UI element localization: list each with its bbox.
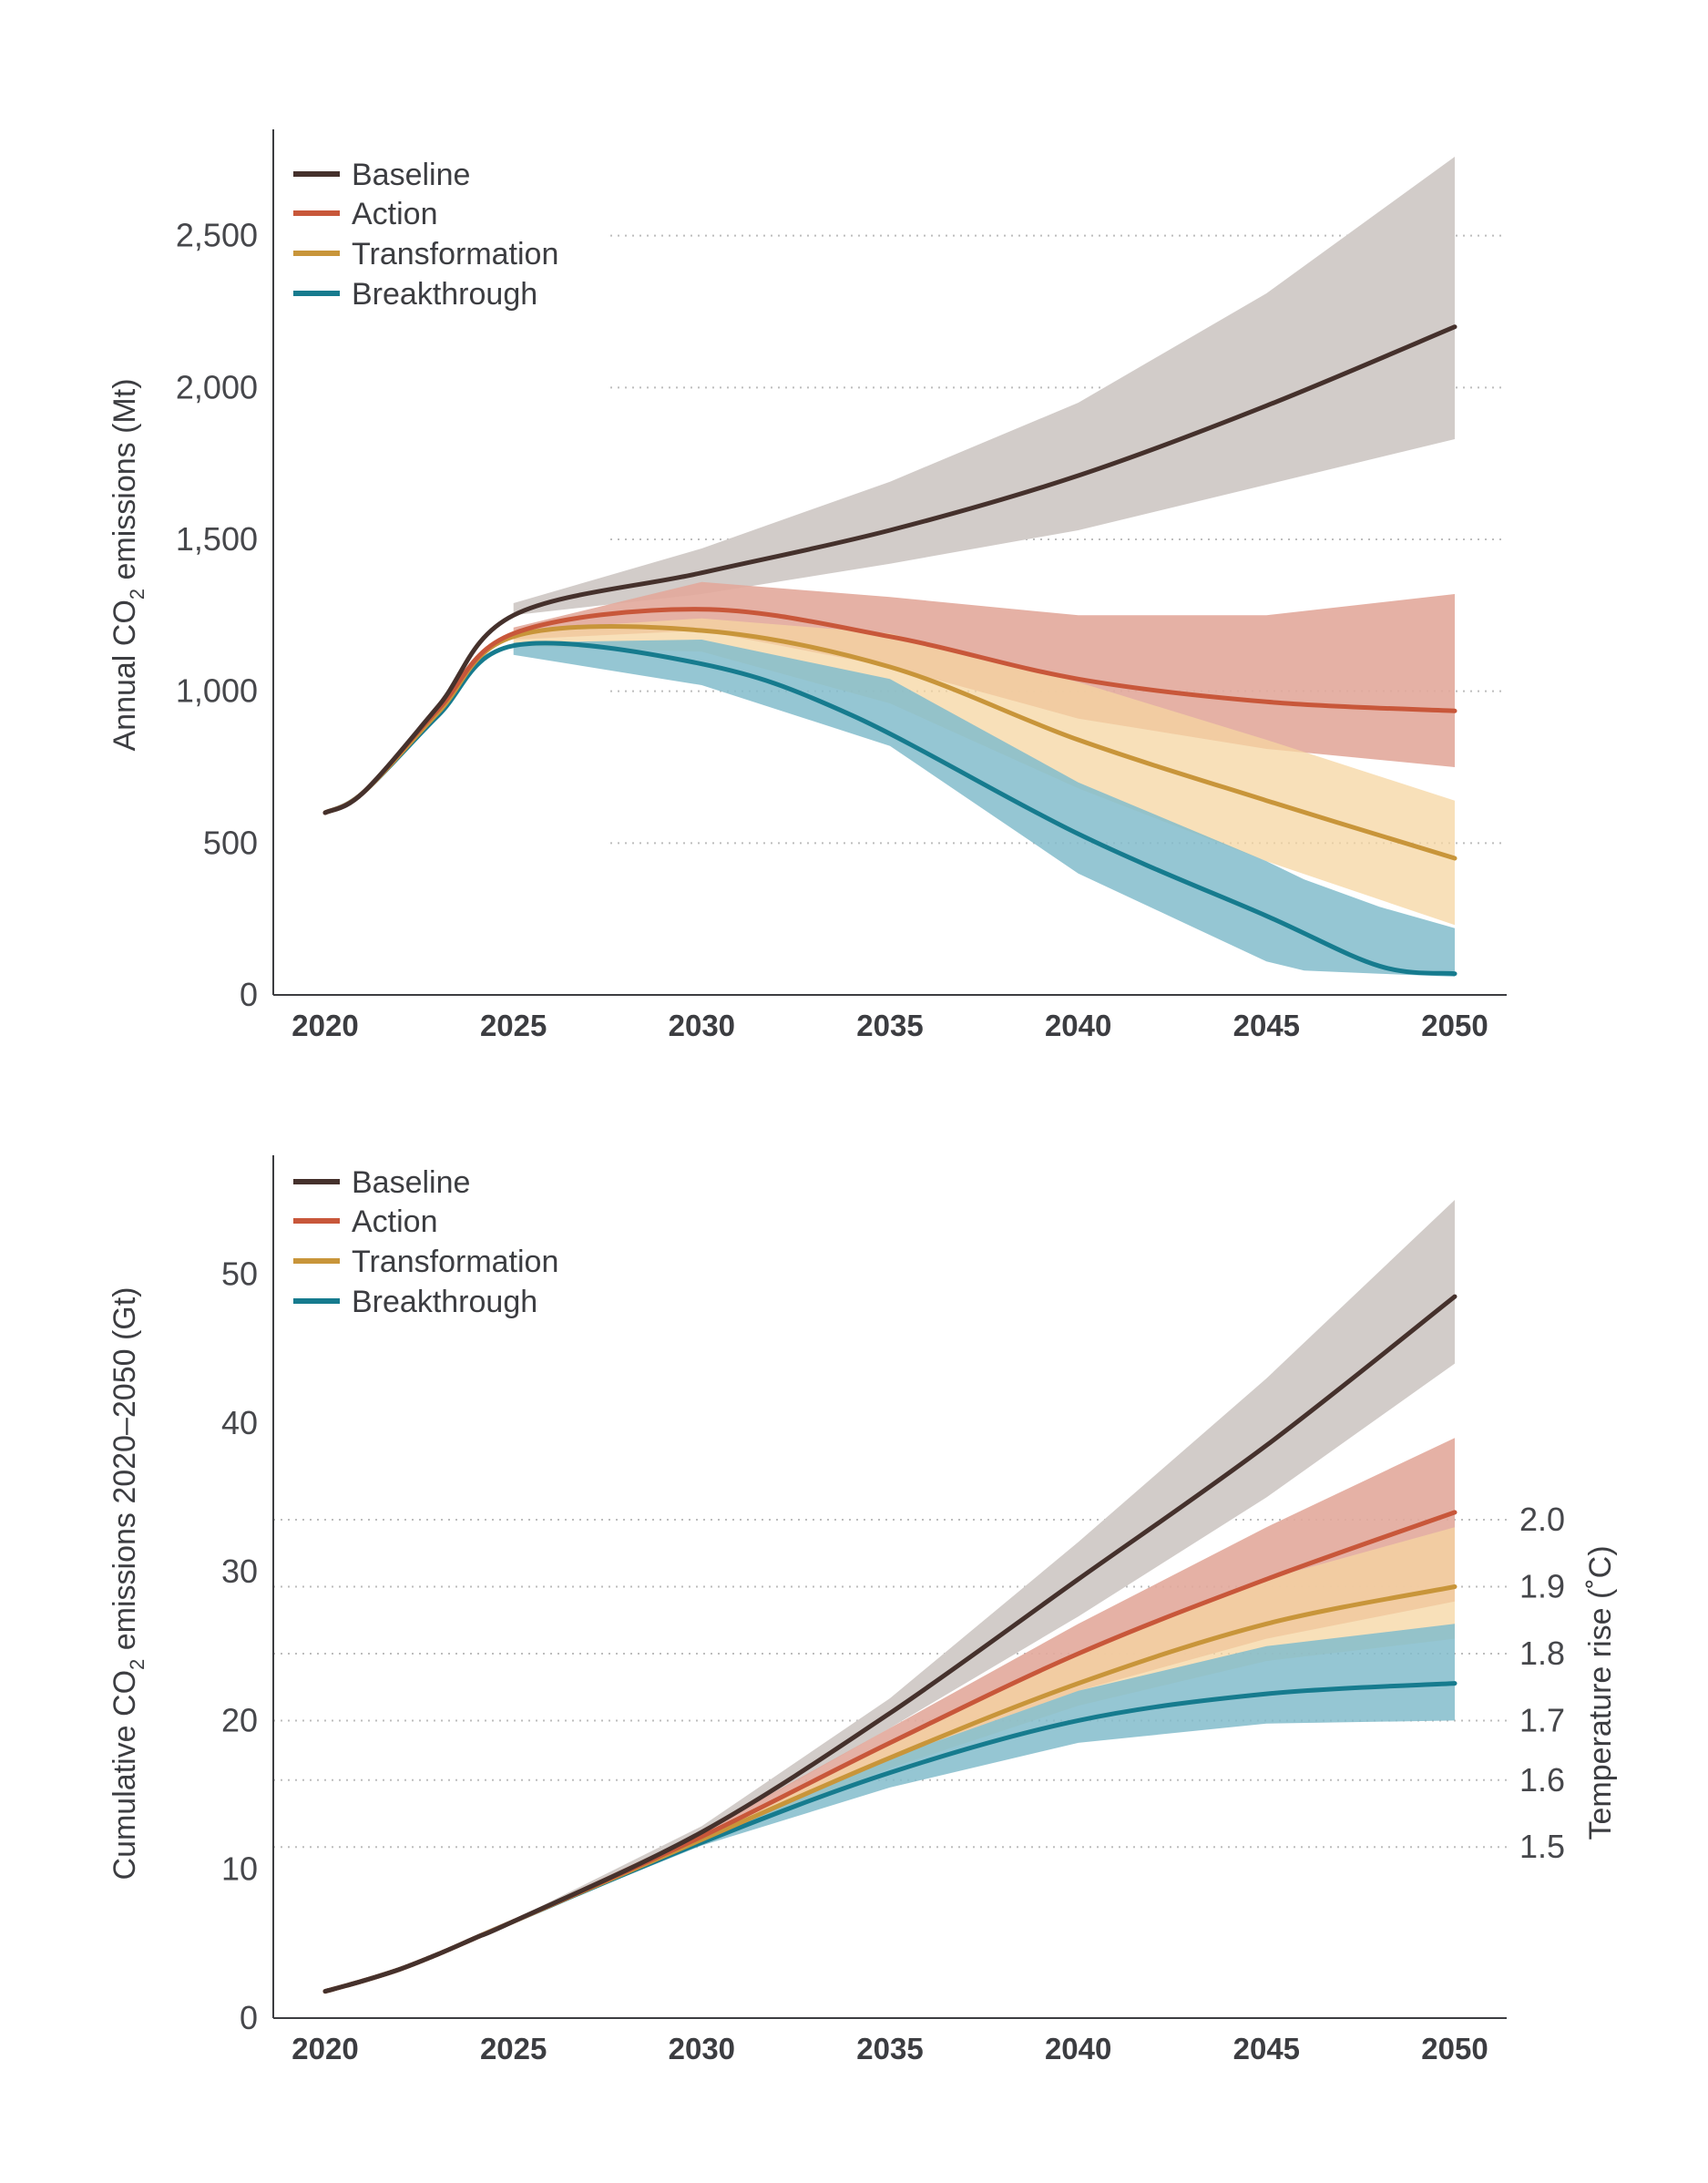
legend-item-action: Action [293,197,438,231]
x-tick-label: 2050 [1421,1009,1488,1042]
y-tick-label: 0 [240,976,258,1013]
band-transformation [513,618,1456,926]
x-tick-label: 2030 [669,2032,735,2065]
temperature-tick-label: 2.0 [1519,1501,1565,1538]
y-tick-label: 500 [203,824,258,861]
cumulative-chart-lines [322,1294,1457,1994]
y-tick-label: 10 [221,1850,258,1888]
band-action [513,1438,1456,1922]
cumulative-x-ticks: 2020 2025 2030 2035 2040 2045 2050 [291,2032,1488,2065]
temperature-tick-label: 1.6 [1519,1761,1565,1799]
x-tick-label: 2045 [1233,1009,1300,1042]
temperature-tick-label: 1.5 [1519,1828,1565,1865]
x-tick-label: 2020 [291,2032,358,2065]
x-tick-label: 2020 [291,1009,358,1042]
series-line-baseline [322,1294,1457,1994]
temperature-y-ticks: 1.5 1.6 1.7 1.8 1.9 2.0 [1519,1501,1565,1865]
legend-item-transformation: Transformation [293,1245,558,1279]
x-tick-label: 2045 [1233,2032,1300,2065]
cumulative-y-ticks: 0 10 20 30 40 50 [221,1255,258,2036]
legend-label-action: Action [352,1204,438,1239]
annual-legend: Baseline Action Transformation Breakthro… [293,158,558,312]
band-baseline [513,157,1456,616]
legend-label-breakthrough: Breakthrough [352,1285,537,1319]
legend-item-breakthrough: Breakthrough [293,277,537,312]
temperature-tick-label: 1.9 [1519,1568,1565,1605]
x-tick-label: 2040 [1045,2032,1111,2065]
annual-y-ticks: 0 500 1,000 1,500 2,000 2,500 [176,217,258,1013]
legend-label-breakthrough: Breakthrough [352,277,537,312]
y-tick-label: 50 [221,1255,258,1293]
series-line-baseline [322,324,1457,815]
legend-label-baseline: Baseline [352,1165,470,1200]
y-tick-label: 2,500 [176,217,258,254]
band-breakthrough [513,640,1456,977]
annual-y-axis-title: Annual CO2 emissions (Mt) [107,378,148,751]
y-tick-label: 40 [221,1404,258,1441]
annual-chart-bands [513,157,1456,977]
legend-label-action: Action [352,197,438,231]
temperature-axis-title: Temperature rise (˚C) [1583,1545,1618,1840]
y-tick-label: 20 [221,1701,258,1738]
temperature-tick-label: 1.8 [1519,1635,1565,1672]
x-tick-label: 2035 [856,2032,923,2065]
y-tick-label: 2,000 [176,368,258,405]
y-tick-label: 30 [221,1553,258,1590]
y-tick-label: 1,000 [176,672,258,710]
legend-label-transformation: Transformation [352,237,558,272]
annual-chart-lines [322,324,1457,977]
legend-item-baseline: Baseline [293,158,470,192]
x-tick-label: 2040 [1045,1009,1111,1042]
x-tick-label: 2030 [669,1009,735,1042]
legend-label-transformation: Transformation [352,1245,558,1279]
temperature-tick-label: 1.7 [1519,1701,1565,1738]
annual-x-ticks: 2020 2025 2030 2035 2040 2045 2050 [291,1009,1488,1042]
y-tick-label: 1,500 [176,520,258,558]
cumulative-legend: Baseline Action Transformation Breakthro… [293,1165,558,1319]
annual-emissions-chart: 0 500 1,000 1,500 2,000 2,500 2020 2025 2030 203… [107,129,1507,1042]
x-tick-label: 2050 [1421,2032,1488,2065]
x-tick-label: 2035 [856,1009,923,1042]
cumulative-y-axis-title: Cumulative CO2 emissions 2020–2050 (Gt) [107,1287,148,1881]
legend-item-transformation: Transformation [293,237,558,272]
legend-item-baseline: Baseline [293,1165,470,1200]
x-tick-label: 2025 [480,1009,547,1042]
legend-item-action: Action [293,1204,438,1239]
legend-label-baseline: Baseline [352,158,470,192]
legend-item-breakthrough: Breakthrough [293,1285,537,1319]
x-tick-label: 2025 [480,2032,547,2065]
y-tick-label: 0 [240,1999,258,2036]
